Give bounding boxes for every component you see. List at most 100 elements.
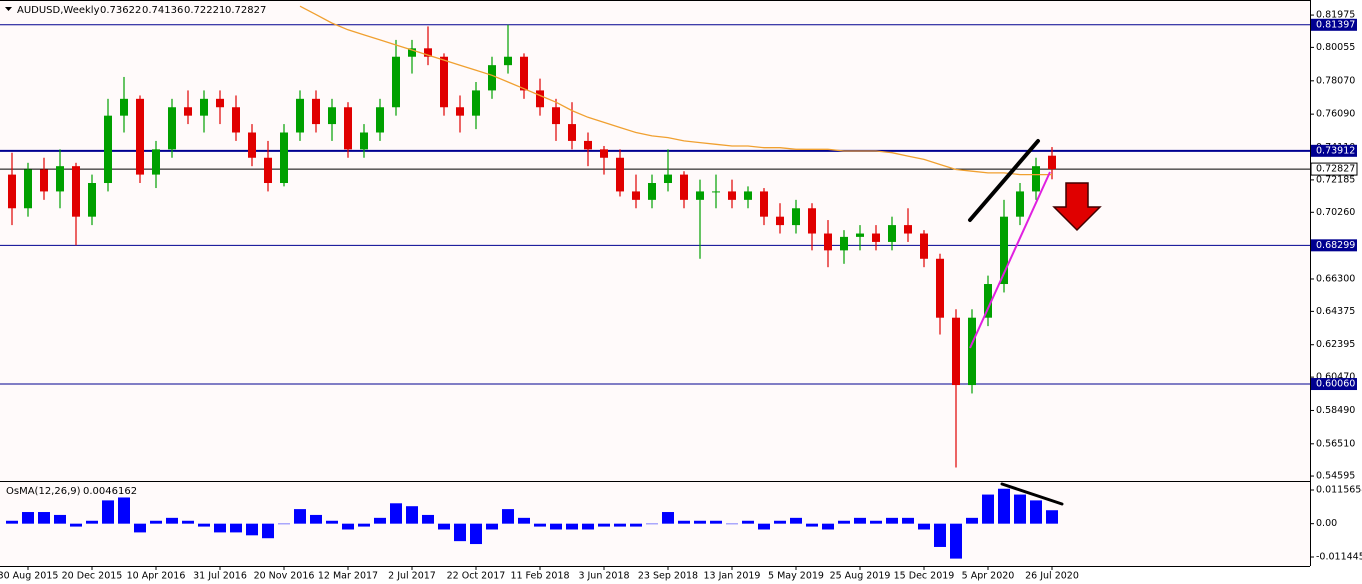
candle-body <box>56 166 64 192</box>
y-tick-label: 0.0115654 <box>1316 485 1362 496</box>
candle-body <box>1048 155 1056 170</box>
x-tick-label: 30 Aug 2015 <box>0 571 58 582</box>
y-tick-label: 0.76090 <box>1316 109 1355 120</box>
x-tick-label: 10 Apr 2016 <box>127 571 186 582</box>
histogram-bar <box>710 520 722 524</box>
histogram-bar <box>182 520 194 524</box>
x-tick-label: 20 Dec 2015 <box>62 571 123 582</box>
candle-body <box>840 236 848 251</box>
candle-body <box>984 284 992 318</box>
histogram-bar <box>246 523 258 536</box>
candle-body <box>552 107 560 125</box>
x-tick-label: 31 Jul 2016 <box>193 571 247 582</box>
candle-body <box>120 98 128 116</box>
x-tick-label: 25 Aug 2019 <box>830 571 891 582</box>
histogram-bar <box>902 517 914 524</box>
x-tick-label: 5 Apr 2020 <box>962 571 1015 582</box>
candle-body <box>904 225 912 234</box>
level-label-box <box>1311 378 1357 391</box>
histogram-bar <box>694 520 706 524</box>
histogram-bar <box>646 523 658 525</box>
histogram-bar <box>102 500 114 524</box>
candle-body <box>40 169 48 192</box>
histogram-bar <box>758 523 770 530</box>
candle-body <box>568 124 576 141</box>
candle-body <box>408 48 416 57</box>
histogram-bar <box>486 523 498 530</box>
candle-body <box>680 174 688 200</box>
candle-body <box>856 233 864 237</box>
candle-body <box>824 233 832 251</box>
menu-triangle <box>5 7 12 11</box>
candle-body <box>1000 216 1008 285</box>
y-tick-label: 0.80055 <box>1316 42 1355 53</box>
y-tick-label: 0.00 <box>1316 518 1337 529</box>
histogram-bar <box>470 523 482 545</box>
grid-layer <box>0 14 1314 558</box>
level-label-box <box>1311 144 1357 157</box>
x-tick-label: 11 Feb 2018 <box>510 571 569 582</box>
histogram-bar <box>742 520 754 524</box>
candle-body <box>872 233 880 242</box>
candle-body <box>520 56 528 91</box>
candle-body <box>472 90 480 116</box>
histogram-bar <box>790 517 802 524</box>
y-tick-label: 0.72185 <box>1316 174 1355 185</box>
histogram-bar <box>598 523 610 527</box>
candle-body <box>232 107 240 133</box>
histogram-bar <box>166 517 178 524</box>
moving-average <box>299 5 1052 176</box>
histogram-bar <box>966 517 978 524</box>
candle-body <box>952 317 960 386</box>
histogram-bar <box>262 523 274 539</box>
histogram-bar <box>534 523 546 527</box>
histogram-bar <box>54 514 66 524</box>
histogram-bar <box>870 520 882 524</box>
candle-body <box>264 157 272 184</box>
y-tick-label: 0.60470 <box>1316 372 1355 383</box>
y-tick-label: 0.56510 <box>1316 438 1355 449</box>
candle-body <box>152 149 160 175</box>
level-label: 0.68299 <box>1316 240 1355 251</box>
candle-body <box>344 107 352 150</box>
candle-body <box>168 107 176 150</box>
candle-body <box>88 183 96 217</box>
histogram-bar <box>134 523 146 533</box>
y-tick-label: 0.70260 <box>1316 207 1355 218</box>
y-tick-label: 0.62395 <box>1316 339 1355 350</box>
histogram-bar <box>118 497 130 524</box>
candle-body <box>328 107 336 125</box>
histogram-bar <box>390 503 402 524</box>
candle-body <box>760 191 768 217</box>
histogram-bar <box>278 523 290 525</box>
histogram-bar <box>774 520 786 524</box>
candle-body <box>216 98 224 108</box>
candle-body <box>456 107 464 116</box>
histogram-bar <box>982 494 994 524</box>
level-label-box <box>1311 18 1357 31</box>
histogram-bar <box>934 523 946 547</box>
histogram-bar <box>950 523 962 559</box>
histogram-bar <box>342 523 354 530</box>
histogram-bar <box>1046 510 1058 524</box>
histogram-bar <box>614 523 626 527</box>
histogram-bar <box>918 523 930 530</box>
candle-body <box>616 157 624 192</box>
histogram-bar <box>198 523 210 527</box>
candle-body <box>200 98 208 116</box>
candle-body <box>808 208 816 234</box>
y-tick-label: 0.66300 <box>1316 273 1355 284</box>
histogram-bar <box>566 523 578 530</box>
x-tick-label: 12 Mar 2017 <box>318 571 378 582</box>
candle-body <box>440 56 448 108</box>
candle-body <box>792 208 800 226</box>
histogram-bar <box>374 517 386 524</box>
candle-body <box>104 115 112 184</box>
candle-body <box>392 56 400 108</box>
candle-body <box>24 169 32 209</box>
candle-body <box>488 65 496 91</box>
candle-body <box>632 191 640 200</box>
candle-body <box>936 258 944 318</box>
